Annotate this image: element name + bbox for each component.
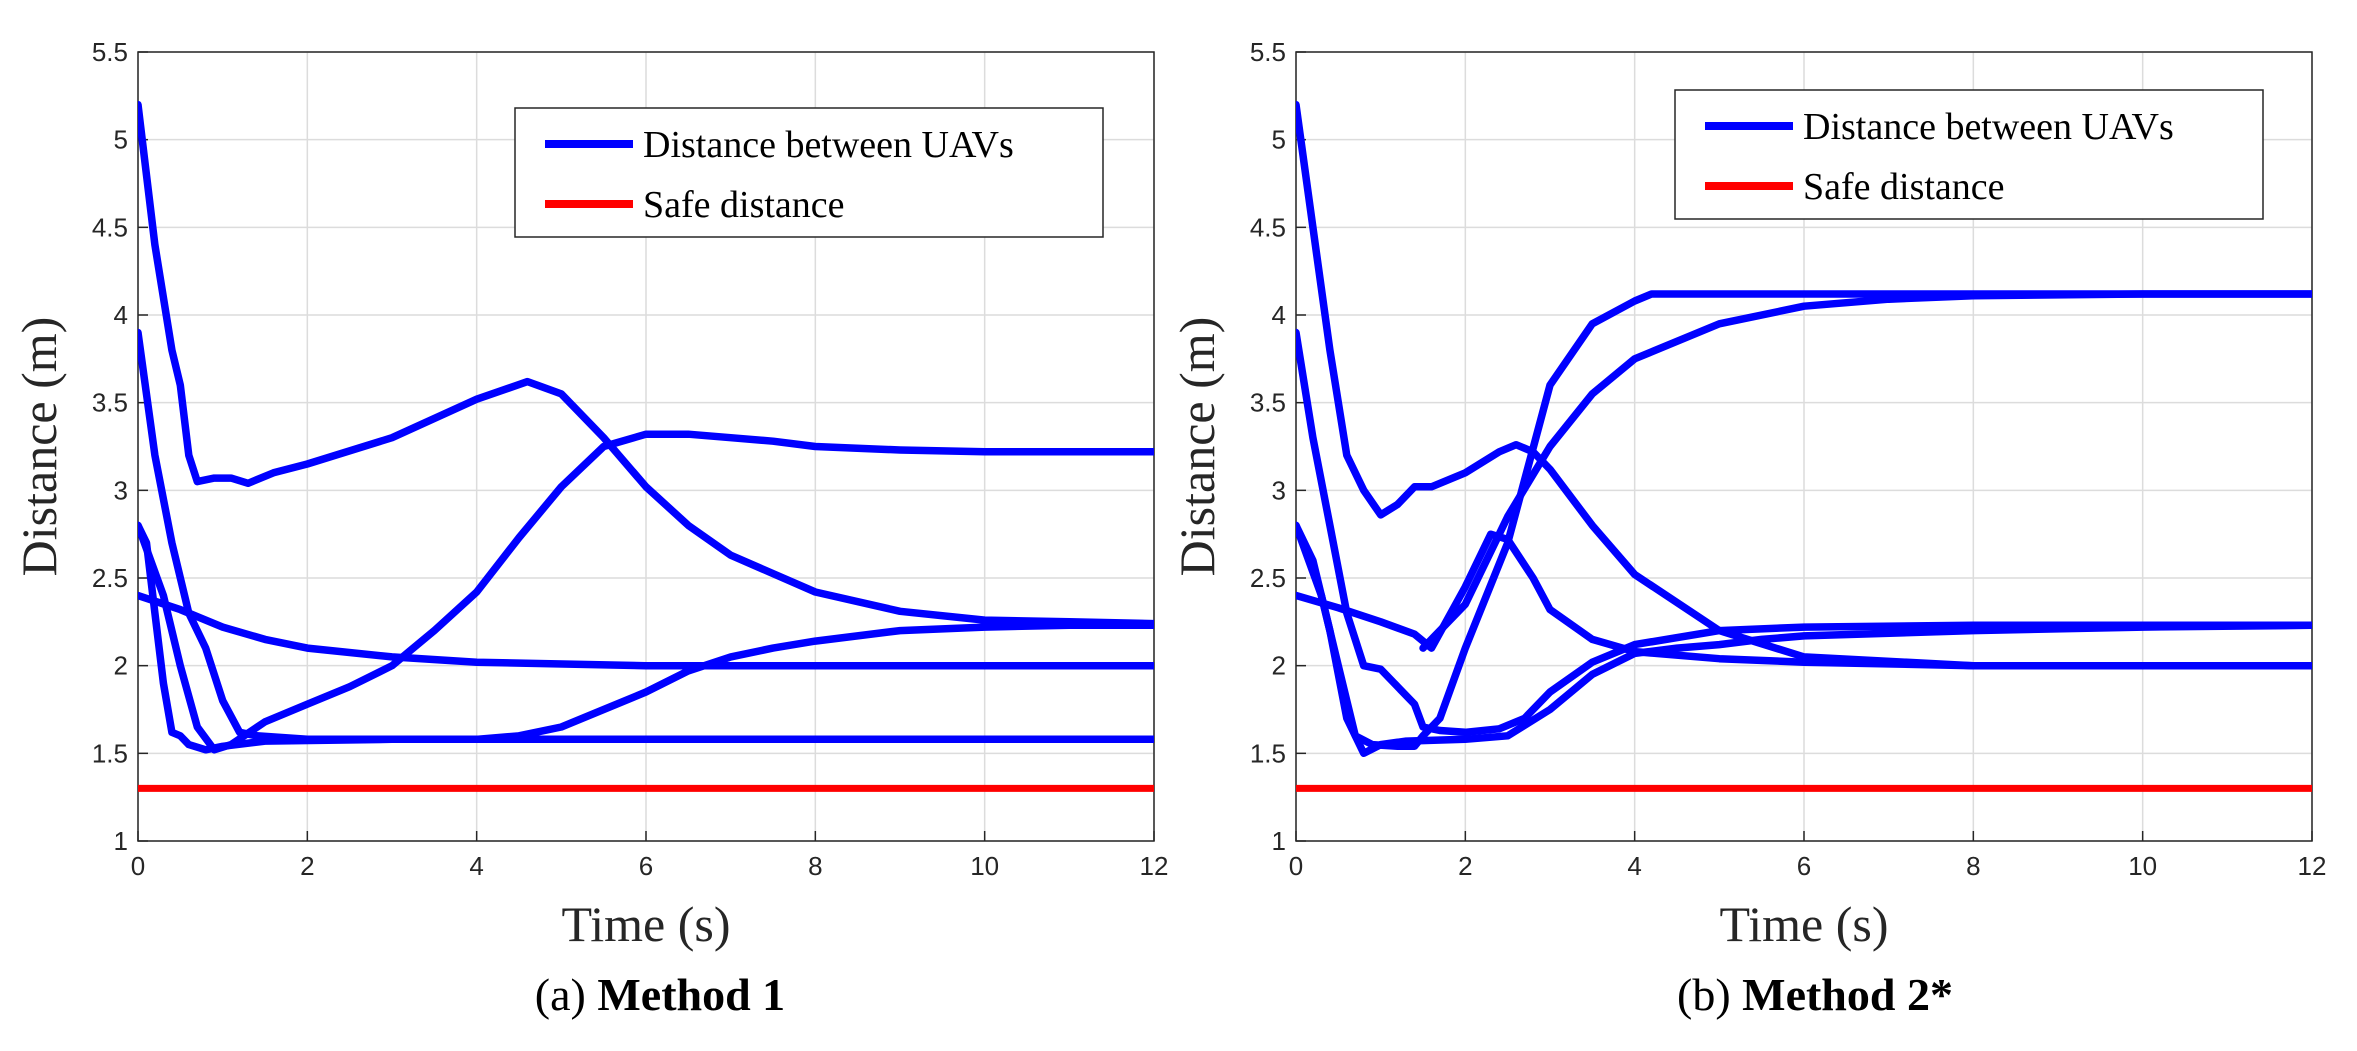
legend: Distance between UAVs Safe distance [1674,89,2264,220]
y-tick-label: 1.5 [92,738,128,768]
caption-prefix: (a) [534,969,586,1020]
caption-method-1: (a) Method 1 [310,968,1010,1021]
x-tick-label: 12 [1140,851,1169,881]
caption-name: Method 2* [1742,969,1953,1020]
y-tick-label: 4 [1272,300,1286,330]
x-tick-label: 2 [1458,851,1472,881]
series-group [1296,100,2312,792]
y-axis-label: Distance (m) [11,317,67,577]
x-tick-label: 0 [131,851,145,881]
caption-name: Method 1 [597,969,786,1020]
y-tick-label: 3.5 [92,388,128,418]
y-tick-label: 5.5 [92,37,128,67]
caption-method-2: (b) Method 2* [1465,968,2165,1021]
series-line-uav-distance [1296,328,2312,737]
x-axis-label: Time (s) [561,896,730,952]
y-tick-label: 5 [114,125,128,155]
x-tick-label: 8 [808,851,822,881]
y-tick-label: 4.5 [1250,212,1286,242]
y-tick-label: 5 [1272,125,1286,155]
legend-box [514,107,1104,238]
series-line-uav-distance [138,591,1154,670]
y-tick-label: 1.5 [1250,738,1286,768]
x-tick-label: 12 [2298,851,2327,881]
x-tick-label: 2 [300,851,314,881]
y-tick-label: 5.5 [1250,37,1286,67]
x-tick-label: 6 [1797,851,1811,881]
y-tick-label: 2.5 [1250,563,1286,593]
y-tick-label: 2 [114,651,128,681]
y-tick-label: 3.5 [1250,388,1286,418]
x-tick-label: 10 [2128,851,2157,881]
legend-box [1674,89,2264,220]
legend-label: Safe distance [643,184,845,226]
x-tick-label: 6 [639,851,653,881]
x-tick-label: 0 [1289,851,1303,881]
chart-method-1: 0 2 4 6 8 10 12 1 1.5 2 2.5 3 3.5 4 4.5 5 5.5 Time (s) Dis… [11,37,1168,952]
y-axis-label: Distance (m) [1169,317,1225,577]
legend: Distance between UAVs Safe distance [514,107,1104,238]
series-line-uav-distance [1419,290,2312,652]
legend-label: Distance between UAVs [643,124,1014,166]
x-tick-label: 4 [1627,851,1641,881]
y-tick-label: 2.5 [92,563,128,593]
y-tick-label: 3 [114,475,128,505]
x-tick-label: 8 [1966,851,1980,881]
y-tick-label: 4.5 [92,212,128,242]
series-line-uav-distance [138,430,1154,754]
series-line-uav-distance [1296,530,2312,670]
x-tick-label: 10 [970,851,999,881]
caption-prefix: (b) [1677,969,1731,1020]
chart-method-2: 0 2 4 6 8 10 12 1 1.5 2 2.5 3 3.5 4 4.5 5 5.5 Time (s) Dis… [1169,37,2326,952]
x-axis-label: Time (s) [1719,896,1888,952]
legend-label: Distance between UAVs [1803,106,2174,148]
series-group [138,100,1154,792]
series-line-uav-distance [138,521,1154,754]
x-tick-label: 4 [469,851,483,881]
y-tick-label: 2 [1272,651,1286,681]
y-tick-label: 1 [114,826,128,856]
y-tick-label: 4 [114,300,128,330]
legend-label: Safe distance [1803,166,2005,208]
y-tick-label: 1 [1272,826,1286,856]
y-tick-label: 3 [1272,475,1286,505]
series-line-uav-distance [138,100,1154,628]
series-line-uav-distance [1296,100,2312,670]
series-line-uav-distance [1296,521,2312,758]
